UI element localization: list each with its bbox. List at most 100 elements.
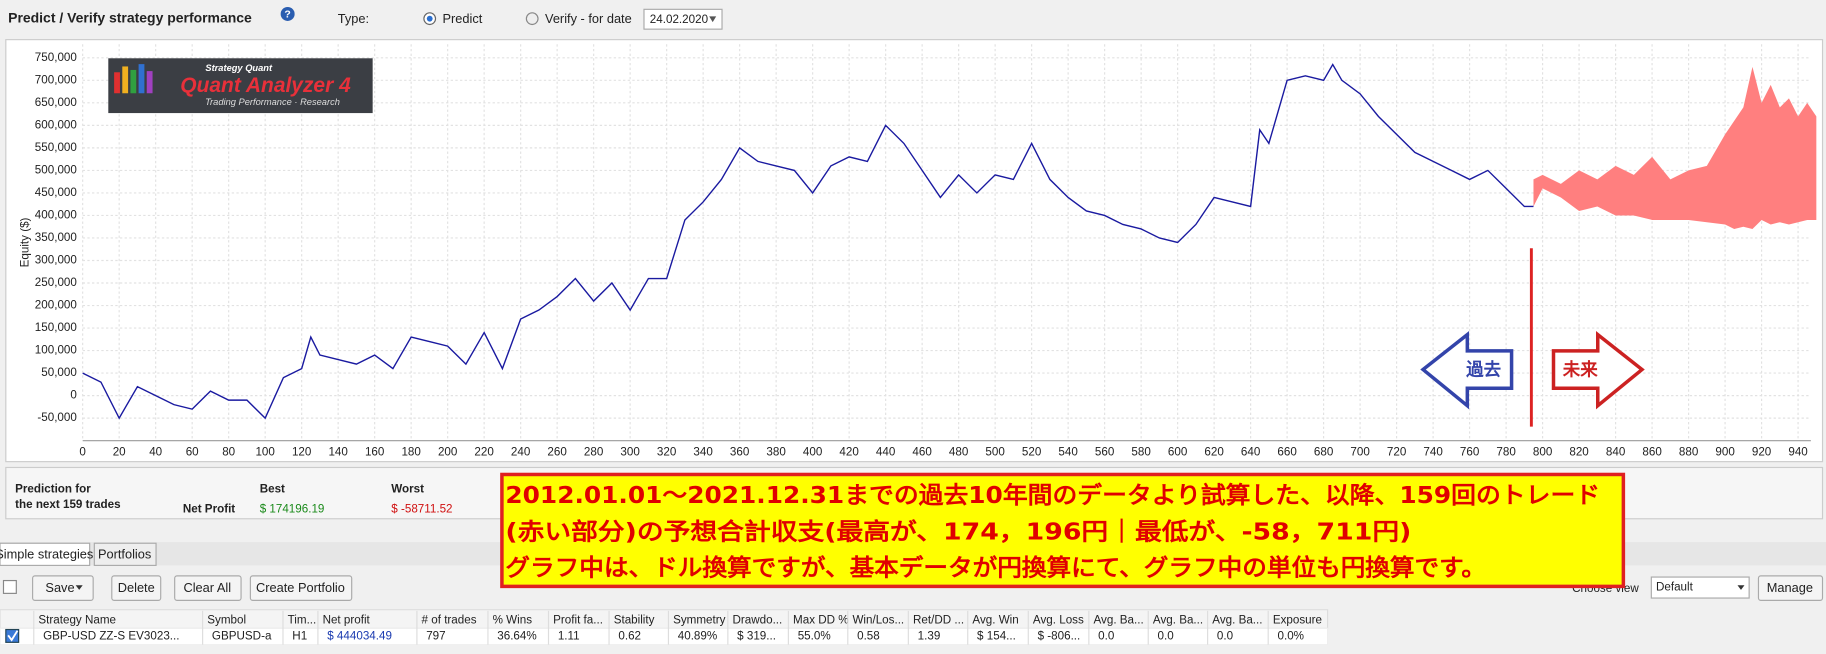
column-header: Avg. Ba... [1153, 613, 1203, 626]
type-label: Type: [338, 11, 369, 26]
x-tick-label: 580 [1131, 445, 1151, 458]
x-tick-label: 300 [620, 445, 640, 458]
help-icon[interactable] [280, 6, 295, 21]
x-tick-label: 20 [113, 445, 126, 458]
button-label: Manage [1767, 580, 1813, 595]
cell: $ -806... [1038, 630, 1081, 643]
help-glyph: ? [284, 9, 290, 20]
x-tick-label: 540 [1058, 445, 1078, 458]
x-tick-label: 940 [1788, 445, 1808, 458]
column-header: Strategy Name [38, 613, 116, 626]
cell: H1 [292, 630, 307, 643]
cell: GBP-USD ZZ-S EV3023... [43, 630, 179, 643]
button-label: Save [45, 580, 74, 595]
tab[interactable] [93, 542, 157, 566]
x-tick-label: 440 [876, 445, 896, 458]
x-tick-label: 600 [1168, 445, 1188, 458]
x-tick-label: 640 [1241, 445, 1261, 458]
tab-label: Portfolios [98, 546, 151, 561]
x-tick-label: 320 [657, 445, 677, 458]
x-tick-label: 380 [766, 445, 786, 458]
x-tick-label: 660 [1277, 445, 1297, 458]
x-tick-label: 900 [1715, 445, 1735, 458]
panel-title: Predict / Verify strategy performance [8, 9, 252, 25]
dropdown-arrow [709, 16, 717, 23]
x-tick-label: 620 [1204, 445, 1224, 458]
button[interactable] [174, 575, 242, 601]
y-tick-label: 50,000 [41, 366, 77, 379]
x-tick-label: 740 [1423, 445, 1443, 458]
button-label: Create Portfolio [256, 580, 345, 595]
x-tick-label: 560 [1095, 445, 1115, 458]
tab[interactable] [0, 542, 91, 566]
dropdown-arrow [1737, 585, 1745, 590]
radio-label[interactable]: Predict [443, 11, 483, 26]
chart: -50,000 0 50,000 100,000 150,000 200,000 250,0… [35, 44, 1817, 458]
annotation-box [500, 472, 1626, 589]
column-header: % Wins [493, 613, 533, 626]
y-tick-label: 500,000 [35, 163, 78, 176]
past-arrow [1420, 330, 1514, 410]
cell: $ 154... [977, 630, 1016, 643]
button[interactable] [111, 575, 162, 601]
radio-label[interactable]: Verify - for date [545, 11, 632, 26]
radio[interactable] [525, 12, 539, 26]
best-value: $ 174196.19 [260, 503, 325, 516]
x-tick-label: 500 [985, 445, 1005, 458]
x-tick-label: 280 [584, 445, 604, 458]
y-tick-label: 750,000 [35, 51, 78, 64]
column-header: Stability [614, 613, 655, 626]
x-tick-label: 460 [912, 445, 932, 458]
view-select[interactable] [1650, 576, 1750, 599]
cell: 1.39 [918, 630, 941, 643]
button[interactable] [1757, 575, 1824, 601]
cell: GBPUSD-a [212, 630, 272, 643]
x-tick-label: 40 [149, 445, 162, 458]
logo-bar [114, 72, 120, 94]
column-label: Best [260, 483, 285, 496]
y-tick-label: 100,000 [35, 344, 78, 357]
radio-dot [426, 15, 433, 22]
x-tick-label: 240 [511, 445, 531, 458]
view-value: Default [1656, 581, 1694, 594]
tab-label: Simple strategies [0, 546, 93, 561]
column-label: Worst [391, 483, 424, 496]
logo-name: Quant Analyzer 4 [180, 74, 351, 97]
y-axis-label: Equity ($) [19, 217, 32, 267]
button[interactable] [249, 575, 353, 601]
prediction-caption: the next 159 trades [15, 498, 120, 511]
column-header: Avg. Ba... [1212, 613, 1262, 626]
y-tick-label: 400,000 [35, 209, 78, 222]
y-tick-label: -50,000 [37, 411, 77, 424]
cell: 1.11 [558, 630, 580, 643]
x-tick-label: 180 [401, 445, 421, 458]
logo-bar [130, 69, 137, 94]
prediction-band [1533, 66, 1817, 229]
logo-brand: Strategy Quant [205, 63, 273, 73]
x-tick-label: 220 [474, 445, 494, 458]
cell: 0.0% [1278, 630, 1305, 643]
column-header: Avg. Ba... [1094, 613, 1144, 626]
column-header: # of trades [422, 613, 477, 626]
worst-value: $ -58711.52 [391, 503, 452, 516]
checkbox[interactable] [2, 579, 17, 594]
button[interactable] [32, 575, 94, 601]
date-select[interactable] [643, 8, 723, 30]
column-header: Symbol [207, 613, 246, 626]
cell: 36.64% [497, 630, 536, 643]
logo-bar [122, 66, 129, 94]
x-tick-label: 920 [1752, 445, 1772, 458]
dropdown-arrow [75, 585, 83, 590]
x-tick-label: 860 [1642, 445, 1662, 458]
x-tick-label: 480 [949, 445, 969, 458]
x-tick-label: 100 [255, 445, 275, 458]
y-tick-label: 300,000 [35, 254, 78, 267]
x-tick-label: 760 [1460, 445, 1480, 458]
table-row[interactable] [0, 627, 1329, 646]
y-tick-label: 600,000 [35, 118, 78, 131]
logo-bar [146, 71, 153, 94]
column-header: Exposure [1273, 613, 1322, 626]
y-tick-label: 700,000 [35, 73, 78, 86]
